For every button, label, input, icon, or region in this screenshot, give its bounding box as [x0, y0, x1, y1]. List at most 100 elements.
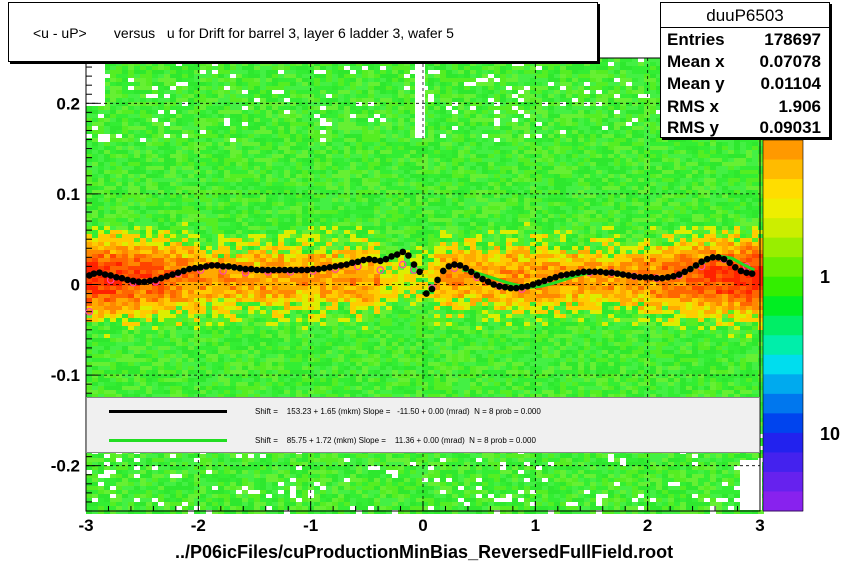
heat-cell [122, 158, 128, 162]
heat-cell [176, 90, 182, 94]
heat-cell [290, 274, 296, 278]
heat-cell [254, 374, 260, 378]
heat-cell [170, 66, 176, 70]
heat-cell [254, 466, 260, 470]
heat-cell [266, 182, 272, 186]
heat-cell [158, 318, 164, 322]
heat-cell [134, 214, 140, 218]
heat-cell [164, 346, 170, 350]
heat-cell [326, 98, 332, 102]
heat-cell [338, 166, 344, 170]
heat-cell [146, 166, 152, 170]
heat-cell [254, 510, 260, 514]
heat-cell [140, 306, 146, 310]
heat-cell [110, 302, 116, 306]
heat-cell [164, 386, 170, 390]
heat-cell [344, 182, 350, 186]
heat-cell [326, 502, 332, 506]
heat-cell [164, 62, 170, 66]
heat-cell [254, 278, 260, 282]
heat-cell [332, 462, 338, 466]
heat-cell [266, 222, 272, 226]
heat-cell [116, 306, 122, 310]
heat-cell [116, 494, 122, 498]
heat-cell [170, 486, 176, 490]
heat-cell [254, 482, 260, 486]
heat-cell [302, 286, 308, 290]
heat-cell [170, 74, 176, 78]
heat-cell [146, 230, 152, 234]
heat-cell [338, 70, 344, 74]
heat-cell [296, 198, 302, 202]
heat-cell [152, 390, 158, 394]
heat-cell [176, 86, 182, 90]
heat-cell [278, 218, 284, 222]
heat-cell [152, 198, 158, 202]
heat-cell [158, 182, 164, 186]
heat-cell [170, 330, 176, 334]
heat-cell [272, 486, 278, 490]
heat-cell [140, 106, 146, 110]
heat-cell [188, 202, 194, 206]
heat-cell [152, 66, 158, 70]
heat-cell [188, 86, 194, 90]
heat-cell [332, 478, 338, 482]
heat-cell [146, 126, 152, 130]
heat-cell [86, 390, 92, 394]
heat-cell [224, 214, 230, 218]
heat-cell [170, 282, 176, 286]
heat-cell [248, 70, 254, 74]
heat-cell [212, 174, 218, 178]
heat-cell [128, 462, 134, 466]
heat-cell [332, 254, 338, 258]
heat-cell [188, 374, 194, 378]
heat-cell [266, 290, 272, 294]
heat-cell [290, 170, 296, 174]
heat-cell [242, 334, 248, 338]
heat-cell [176, 166, 182, 170]
heat-cell [212, 482, 218, 486]
heat-cell [206, 394, 212, 398]
heat-cell [140, 358, 146, 362]
heat-cell [224, 374, 230, 378]
heat-cell [272, 142, 278, 146]
heat-cell [140, 322, 146, 326]
heat-cell [128, 266, 134, 270]
heat-cell [176, 134, 182, 138]
heat-cell [302, 294, 308, 298]
heat-cell [242, 386, 248, 390]
heat-cell [122, 126, 128, 130]
heat-cell [116, 310, 122, 314]
heat-cell [338, 394, 344, 398]
heat-cell [224, 322, 230, 326]
heat-cell [320, 134, 326, 138]
heat-cell [86, 330, 92, 334]
heat-cell [272, 202, 278, 206]
heat-cell [230, 470, 236, 474]
heat-cell [302, 342, 308, 346]
heat-cell [254, 506, 260, 510]
heat-cell [116, 326, 122, 330]
heat-cell [176, 110, 182, 114]
heat-cell [128, 198, 134, 202]
heat-cell [248, 198, 254, 202]
heat-cell [308, 390, 314, 394]
heat-cell [86, 474, 92, 478]
heat-cell [242, 490, 248, 494]
heat-cell [152, 290, 158, 294]
heat-cell [200, 454, 206, 458]
heat-cell [176, 326, 182, 330]
heat-cell [152, 146, 158, 150]
heat-cell [296, 274, 302, 278]
heat-cell [212, 86, 218, 90]
heat-cell [260, 338, 266, 342]
heat-cell [104, 186, 110, 190]
heat-cell [92, 478, 98, 482]
heat-cell [350, 66, 356, 70]
heat-cell [224, 310, 230, 314]
heat-cell [140, 346, 146, 350]
heat-cell [314, 126, 320, 130]
heat-cell [98, 202, 104, 206]
heat-cell [236, 246, 242, 250]
heat-cell [86, 478, 92, 482]
